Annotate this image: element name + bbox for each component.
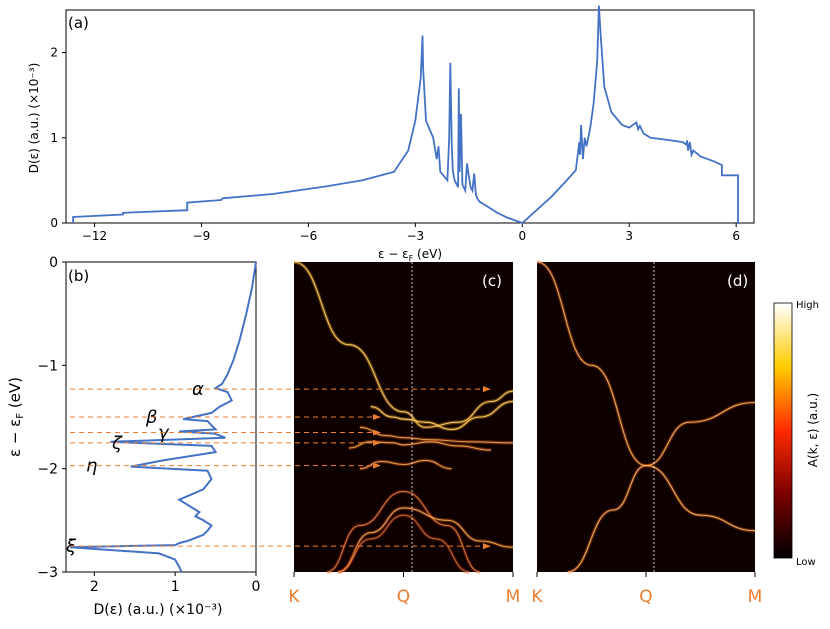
- panel-c-label: (c): [482, 272, 502, 290]
- y-tick-label: 0: [50, 216, 58, 230]
- x-tick-label: 1: [171, 579, 180, 595]
- x-tick-label: −9: [193, 229, 211, 243]
- colorbar: High Low A(k, ε) (a.u.): [773, 300, 820, 568]
- band-line: [337, 507, 514, 573]
- panel-b-label: (b): [68, 267, 89, 285]
- panel-c-spectral-function: K Q M (c): [288, 260, 520, 607]
- band-line: [536, 261, 756, 532]
- panel-b-ylabel: ε − εF (eV): [6, 377, 26, 457]
- colorbar-title: A(k, ε) (a.u.): [806, 393, 820, 467]
- x-tick-label: 0: [252, 579, 261, 595]
- band-line: [567, 401, 756, 573]
- colorbar-gradient: [773, 302, 793, 559]
- panel-d-background: [537, 262, 755, 572]
- panel-d-label: (d): [727, 272, 748, 290]
- x-tick-label-K: K: [531, 587, 543, 607]
- y-tick-label: 1: [50, 131, 58, 145]
- colorbar-low-label: Low: [796, 557, 816, 568]
- x-tick-label: 2: [90, 579, 99, 595]
- x-tick-label-M: M: [748, 587, 763, 607]
- panel-a-ticks: −12 −9 −6 −3 0 3 6 0 1 2: [50, 46, 740, 243]
- y-tick-label: −1: [37, 358, 58, 374]
- band-line: [370, 400, 514, 430]
- panel-d-spectral-function: K Q M (d): [531, 260, 762, 607]
- band-line: [293, 261, 514, 428]
- x-tick-label: 3: [625, 229, 633, 243]
- panel-b-ticks: 2 1 0 0 −1 −2 −3: [37, 255, 260, 595]
- band-line: [326, 490, 481, 573]
- panel-d-bands: [536, 260, 756, 574]
- panel-b-ylabel-unit: (eV): [6, 377, 24, 413]
- y-tick-label: −2: [37, 462, 58, 478]
- band-line: [337, 514, 470, 573]
- energy-level-connectors: [70, 386, 491, 550]
- colorbar-high-label: High: [796, 300, 819, 311]
- x-tick-label: 6: [732, 229, 740, 243]
- band-line: [359, 426, 514, 444]
- panel-a-xlabel: ε − εF (eV): [378, 247, 442, 263]
- panel-a-dos-line: [72, 5, 740, 225]
- panel-a-xlabel-sub: F: [409, 254, 414, 263]
- panel-a-xlabel-main: ε − ε: [378, 247, 409, 261]
- y-tick-label: 0: [49, 255, 58, 271]
- panel-b-xlabel: D(ε) (a.u.) (×10⁻³): [94, 602, 223, 618]
- x-tick-label-M: M: [506, 587, 521, 607]
- panel-a-xlabel-unit: (eV): [413, 247, 442, 261]
- panel-b-ylabel-sub: F: [15, 413, 26, 419]
- x-tick-label: −6: [300, 229, 318, 243]
- y-tick-label: 2: [50, 46, 58, 60]
- x-tick-label: 0: [518, 229, 526, 243]
- x-tick-label-K: K: [288, 587, 300, 607]
- panel-a-ylabel: D(ε) (a.u.) (×10⁻³): [27, 63, 41, 174]
- x-tick-label-Q: Q: [397, 587, 410, 607]
- y-tick-label: −3: [37, 565, 58, 581]
- x-tick-label: −3: [406, 229, 424, 243]
- x-tick-label: −12: [82, 229, 107, 243]
- panel-b-frame: [65, 261, 257, 573]
- x-tick-label-Q: Q: [639, 587, 652, 607]
- panel-a-label: (a): [68, 14, 89, 32]
- band-line: [348, 441, 492, 451]
- panel-a-frame: [65, 9, 755, 224]
- panel-b-ylabel-main: ε − ε: [6, 419, 24, 457]
- panel-c-bands: [293, 260, 514, 574]
